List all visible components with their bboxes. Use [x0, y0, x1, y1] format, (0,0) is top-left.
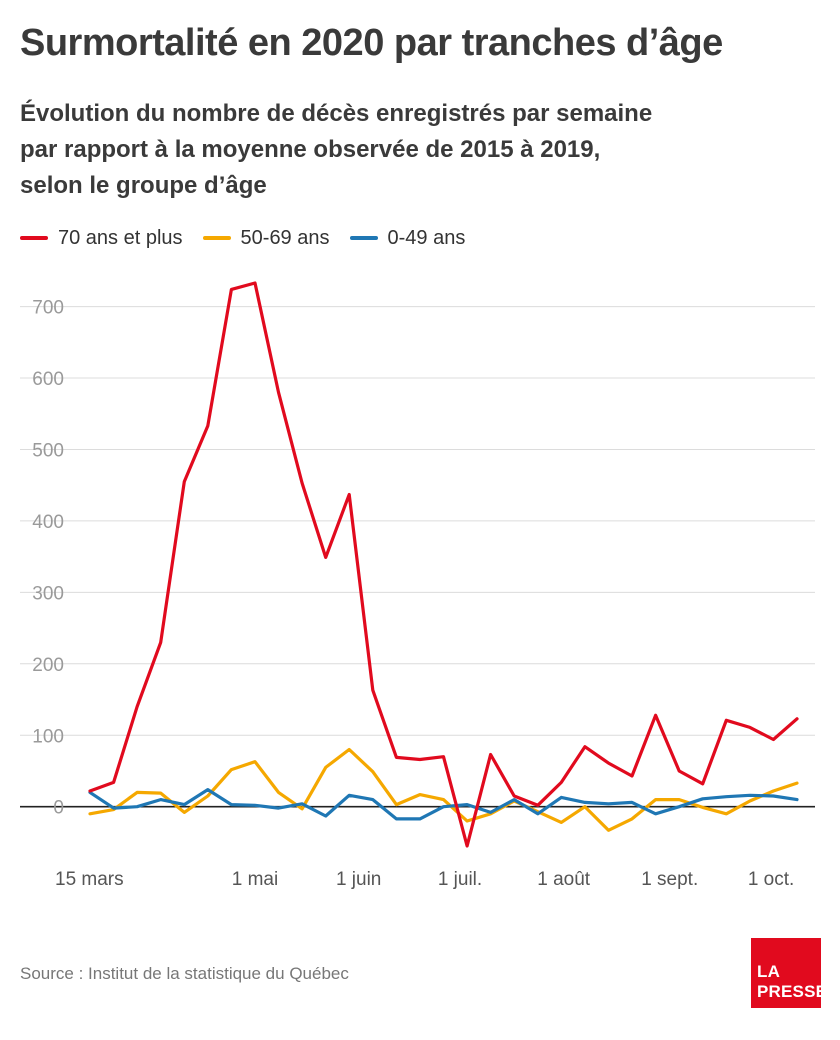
legend-item-0-49: 0-49 ans — [349, 226, 466, 250]
y-tick-label: 100 — [32, 726, 64, 747]
y-tick-label: 700 — [32, 298, 64, 319]
legend-swatch-50-69 — [202, 236, 231, 240]
chart-title: Surmortalité en 2020 par tranches d’âge — [20, 22, 723, 64]
y-tick-label: 300 — [32, 583, 64, 604]
x-tick-label: 15 mars — [55, 869, 124, 890]
y-tick-label: 200 — [32, 655, 64, 676]
legend-item-70-plus: 70 ans et plus — [20, 227, 183, 250]
subtitle-line-2: par rapport à la moyenne observée de 201… — [20, 136, 601, 163]
legend-label-50-69: 50-69 ans — [240, 226, 330, 249]
x-tick-label: 1 juin — [336, 869, 381, 890]
y-tick-label: 400 — [32, 512, 64, 533]
subtitle-line-1: Évolution du nombre de décès enregistrés… — [20, 100, 653, 127]
legend-label-70-plus: 70 ans et plus — [58, 226, 183, 249]
chart-subtitle: Évolution du nombre de décès enregistrés… — [20, 96, 780, 204]
series-line-0-49 — [88, 787, 799, 821]
series-line-50-69 — [88, 747, 799, 832]
legend-label-0-49: 0-49 ans — [387, 226, 466, 249]
x-tick-label: 1 oct. — [748, 869, 794, 890]
logo-line-1: LA — [757, 962, 781, 981]
x-tick-label: 1 mai — [232, 869, 278, 890]
x-tick-label: 1 août — [537, 869, 591, 890]
y-tick-label: 500 — [32, 440, 64, 461]
line-chart: 0 100 200 300 400 500 600 700 15 mars 1 mai 1 jui… — [20, 281, 815, 890]
logo-line-2: PRESSE — [757, 982, 828, 1001]
la-presse-logo: LA PRESSE — [751, 938, 828, 1008]
y-tick-label: 600 — [32, 369, 64, 390]
x-tick-label: 1 juil. — [438, 869, 482, 890]
series-line-70-plus — [88, 281, 799, 848]
legend-swatch-70-plus — [20, 236, 48, 240]
source-note: Source : Institut de la statistique du Q… — [20, 964, 349, 983]
x-axis-ticks: 15 mars 1 mai 1 juin 1 juil. 1 août 1 sept. 1 … — [55, 869, 794, 890]
y-axis-ticks: 0 100 200 300 400 500 600 700 — [32, 298, 64, 819]
x-tick-label: 1 sept. — [641, 869, 698, 890]
series-lines — [88, 281, 799, 848]
y-tick-label: 0 — [53, 798, 64, 819]
gridlines — [20, 306, 815, 808]
legend: 70 ans et plus 50-69 ans 0-49 ans — [20, 226, 485, 250]
legend-item-50-69: 50-69 ans — [202, 226, 330, 250]
subtitle-line-3: selon le groupe d’âge — [20, 172, 267, 199]
legend-swatch-0-49 — [349, 236, 378, 240]
